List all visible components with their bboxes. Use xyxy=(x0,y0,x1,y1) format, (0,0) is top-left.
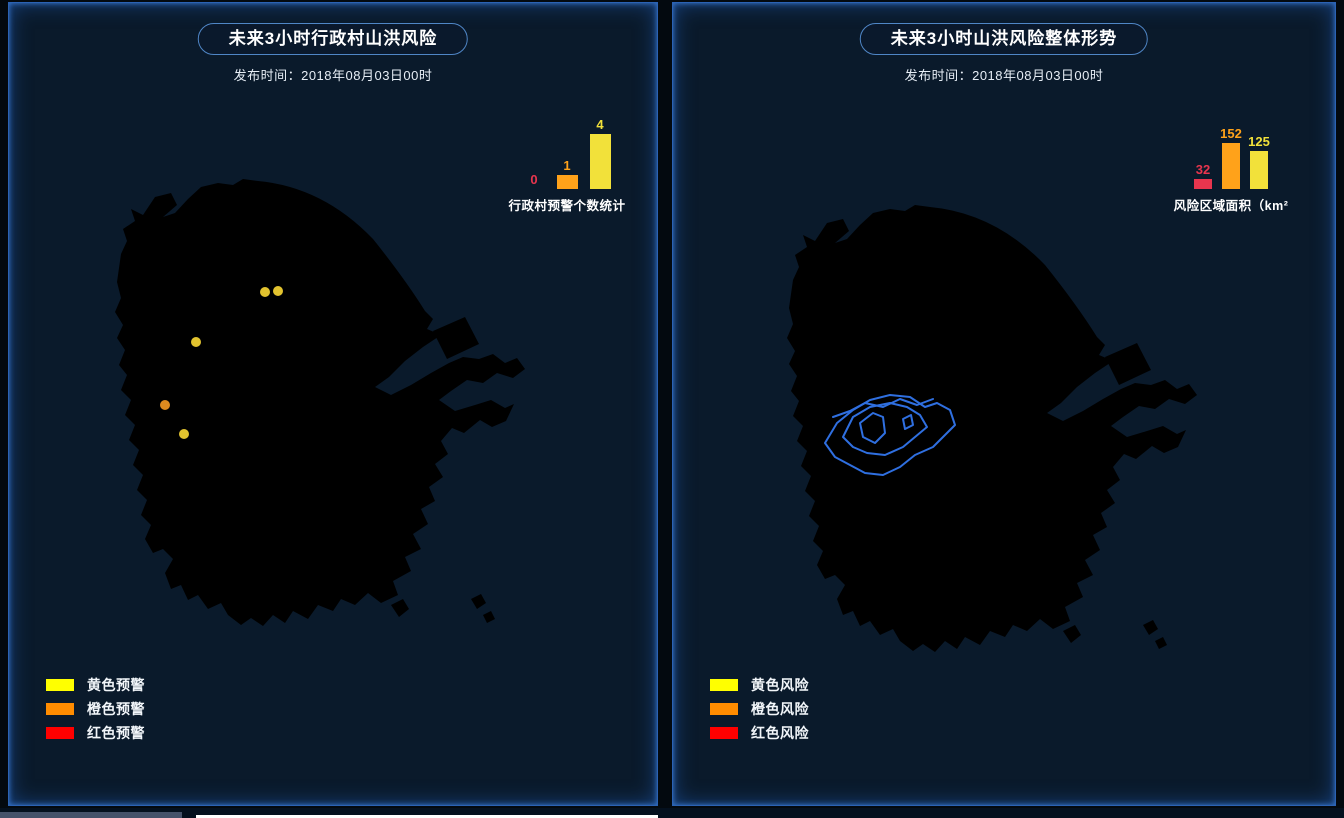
bar-item: 0 xyxy=(524,173,545,189)
legend-swatch xyxy=(46,727,74,739)
panel-title-pill: 未来3小时行政村山洪风险 xyxy=(197,23,469,55)
legend-swatch xyxy=(710,703,738,715)
legend-label: 红色预警 xyxy=(87,725,145,741)
panel-title: 未来3小时行政村山洪风险 xyxy=(228,29,438,48)
bar-item: 1 xyxy=(556,158,578,189)
legend-label: 橙色预警 xyxy=(87,701,145,717)
legend-row[interactable]: 红色预警 xyxy=(46,725,145,741)
legend-row[interactable]: 黄色风险 xyxy=(710,677,809,693)
warning-dot-layer xyxy=(160,286,283,439)
bar-value-label: 4 xyxy=(596,117,604,132)
legend-swatch xyxy=(46,703,74,715)
window-fragment-white xyxy=(196,815,658,818)
legend-row[interactable]: 橙色风险 xyxy=(710,701,809,717)
chart-caption: 行政村预警个数统计 xyxy=(508,199,626,213)
legend-label: 黄色风险 xyxy=(751,677,809,693)
warning-dot-yellow[interactable] xyxy=(191,337,201,347)
bar-group: 0 1 4 xyxy=(501,113,633,189)
bar xyxy=(1194,179,1212,189)
legend-swatch xyxy=(710,679,738,691)
panel-title: 未来3小时山洪风险整体形势 xyxy=(890,29,1118,48)
legend-swatch xyxy=(46,679,74,691)
warning-legend: 黄色预警橙色预警红色预警 xyxy=(46,677,145,749)
bar-item: 152 xyxy=(1220,126,1242,189)
risk-legend: 黄色风险橙色风险红色风险 xyxy=(710,677,809,749)
taskbar-fragment-gray xyxy=(0,812,182,818)
bar xyxy=(1222,143,1240,189)
bar-value-label: 0 xyxy=(530,172,538,187)
panel-village-flood-risk: 未来3小时行政村山洪风险 发布时间：2018年08月03日00时 0 1 4 行政村… xyxy=(8,2,658,806)
legend-row[interactable]: 黄色预警 xyxy=(46,677,145,693)
bar-value-label: 125 xyxy=(1248,134,1270,149)
panel-title-pill: 未来3小时山洪风险整体形势 xyxy=(859,23,1149,55)
bar-item: 125 xyxy=(1248,134,1270,189)
publish-time: 发布时间：2018年08月03日00时 xyxy=(233,68,433,83)
bar xyxy=(1250,151,1268,189)
warning-count-bar-chart: 0 1 4 行政村预警个数统计 xyxy=(501,113,633,214)
bottom-window-edge xyxy=(0,808,1344,818)
risk-area-overlay xyxy=(824,394,956,476)
risk-area-bar-chart: 32 152 125 风险区域面积（km² xyxy=(1165,113,1297,214)
panel-overall-flood-risk: 未来3小时山洪风险整体形势 发布时间：2018年08月03日00时 32 152 1… xyxy=(672,2,1336,806)
legend-row[interactable]: 红色风险 xyxy=(710,725,809,741)
bar-item: 4 xyxy=(589,117,611,189)
legend-label: 红色风险 xyxy=(751,725,809,741)
map-canvas[interactable] xyxy=(765,185,1205,705)
warning-dot-yellow[interactable] xyxy=(273,286,283,296)
bar-group: 32 152 125 xyxy=(1165,113,1297,189)
publish-time: 发布时间：2018年08月03日00时 xyxy=(904,68,1104,83)
legend-label: 黄色预警 xyxy=(87,677,145,693)
bar xyxy=(589,134,611,189)
warning-dot-yellow[interactable] xyxy=(260,287,270,297)
legend-row[interactable]: 橙色预警 xyxy=(46,701,145,717)
warning-dot-orange[interactable] xyxy=(160,400,170,410)
chart-caption: 风险区域面积（km² xyxy=(1173,199,1289,213)
bar-item: 32 xyxy=(1194,163,1212,189)
legend-label: 橙色风险 xyxy=(751,701,809,717)
warning-dot-yellow[interactable] xyxy=(179,429,189,439)
bar-value-label: 32 xyxy=(1195,162,1211,177)
legend-swatch xyxy=(710,727,738,739)
bar xyxy=(556,175,578,189)
map-canvas[interactable] xyxy=(93,159,533,679)
bar-value-label: 1 xyxy=(563,158,571,173)
bar-value-label: 152 xyxy=(1220,126,1242,141)
